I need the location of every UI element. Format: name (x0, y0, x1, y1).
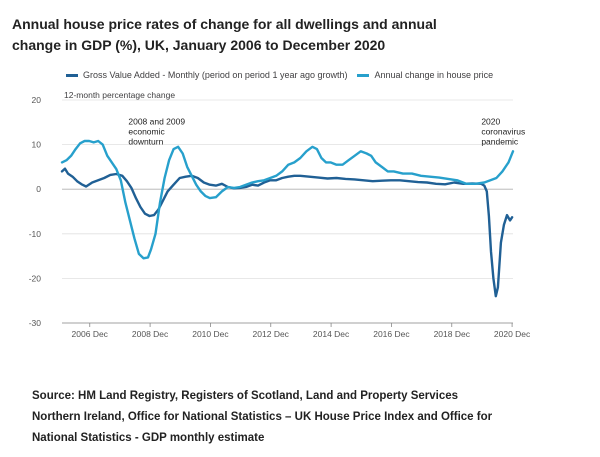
x-tick-label: 2006 Dec (72, 329, 109, 339)
legend-swatch-house-price (357, 73, 370, 77)
y-tick-label: -20 (29, 273, 42, 283)
x-tick-label: 2014 Dec (313, 329, 350, 339)
y-axis-label: 12-month percentage change (64, 90, 176, 100)
y-tick-label: 20 (32, 95, 42, 105)
x-tick-label: 2008 Dec (132, 329, 169, 339)
source-note: Source: HM Land Registry, Registers of S… (32, 390, 493, 444)
legend-swatch-gdp (66, 73, 78, 77)
legend: Gross Value Added - Monthly (period on p… (66, 70, 503, 80)
legend-label-gdp: Gross Value Added - Monthly (period on p… (83, 70, 348, 80)
x-tick-label: 2010 Dec (192, 329, 229, 339)
annotation-downturn: 2008 and 2009 economic downturn (128, 117, 185, 147)
series-line-gdp[interactable] (60, 167, 514, 298)
y-tick-label: -30 (29, 318, 42, 328)
x-tick-label: 2012 Dec (253, 329, 290, 339)
legend-item-house-price[interactable]: Annual change in house price (357, 70, 493, 80)
x-tick-label: 2018 Dec (434, 329, 471, 339)
x-tick-label: 2016 Dec (373, 329, 410, 339)
chart-title: Annual house price rates of change for a… (12, 16, 437, 53)
series-line-house-price[interactable] (60, 139, 515, 260)
annotation-pandemic: 2020 coronavirus pandemic (481, 117, 525, 147)
y-tick-label: 10 (32, 140, 42, 150)
y-tick-label: -10 (29, 229, 42, 239)
y-tick-label: 0 (36, 184, 41, 194)
legend-item-gdp[interactable]: Gross Value Added - Monthly (period on p… (66, 70, 347, 80)
x-tick-label: 2020 Dec (494, 329, 531, 339)
legend-label-house-price: Annual change in house price (374, 70, 494, 80)
